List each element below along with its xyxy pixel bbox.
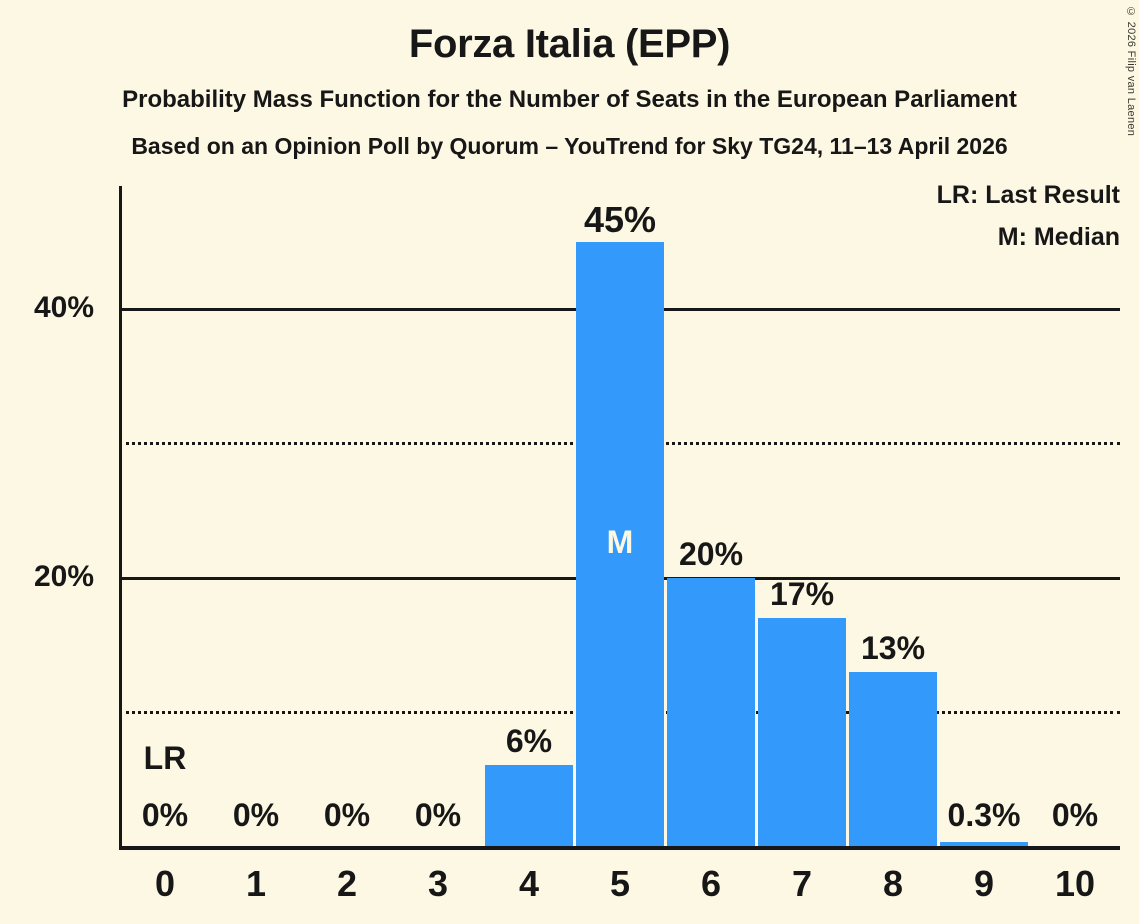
bar-value-label-10: 0% [1051,797,1099,833]
x-axis-tick-label-8: 8 [882,863,904,904]
copyright-notice: © 2026 Filip van Laenen [1125,6,1137,137]
last-result-marker: LR [143,740,187,776]
x-axis-tick-label-0: 0 [154,863,176,904]
page-title: Forza Italia (EPP) [408,22,731,66]
chart-subtitle: Probability Mass Function for the Number… [122,86,1017,113]
bar-value-label-9: 0.3% [947,797,1021,833]
x-axis-tick-label-2: 2 [336,863,358,904]
chart-legend: LR: Last Result M: Median [937,183,1120,267]
y-axis-tick-label: 40% [33,291,94,325]
bar-seats-5 [576,242,664,846]
bar-value-label-0: 0% [141,797,189,833]
bar-seats-4 [485,765,573,846]
bar-seats-6 [667,578,755,846]
bar-value-label-3: 0% [414,797,462,833]
x-axis-tick-label-9: 9 [973,863,995,904]
x-axis-tick-label-1: 1 [245,863,267,904]
bar-value-label-8: 13% [860,629,926,666]
y-axis-line [119,186,122,848]
title-block: Forza Italia (EPP) Probability Mass Func… [0,0,1139,158]
legend-item-median: M: Median [997,223,1120,251]
bar-value-label-5: 45% [583,199,657,241]
y-axis-tick-label: 20% [33,559,94,593]
x-axis-tick-label-3: 3 [427,863,449,904]
bar-seats-9 [940,842,1028,846]
bar-value-label-1: 0% [232,797,280,833]
bar-value-label-4: 6% [505,723,553,760]
bar-value-label-2: 0% [323,797,371,833]
x-axis-tick-label-10: 10 [1054,863,1096,904]
median-marker: M [606,524,634,560]
x-axis-tick-label-6: 6 [700,863,722,904]
bar-seats-8 [849,672,937,846]
bar-value-label-7: 17% [769,575,835,612]
x-axis-tick-label-7: 7 [791,863,813,904]
x-axis-line [119,846,1120,850]
x-axis-tick-label-5: 5 [609,863,631,904]
chart-source-line: Based on an Opinion Poll by Quorum – You… [131,133,1008,159]
bar-value-label-6: 20% [678,535,744,572]
legend-item-last-result: LR: Last Result [936,181,1120,209]
bar-seats-7 [758,618,846,846]
x-axis-tick-label-4: 4 [518,863,540,904]
